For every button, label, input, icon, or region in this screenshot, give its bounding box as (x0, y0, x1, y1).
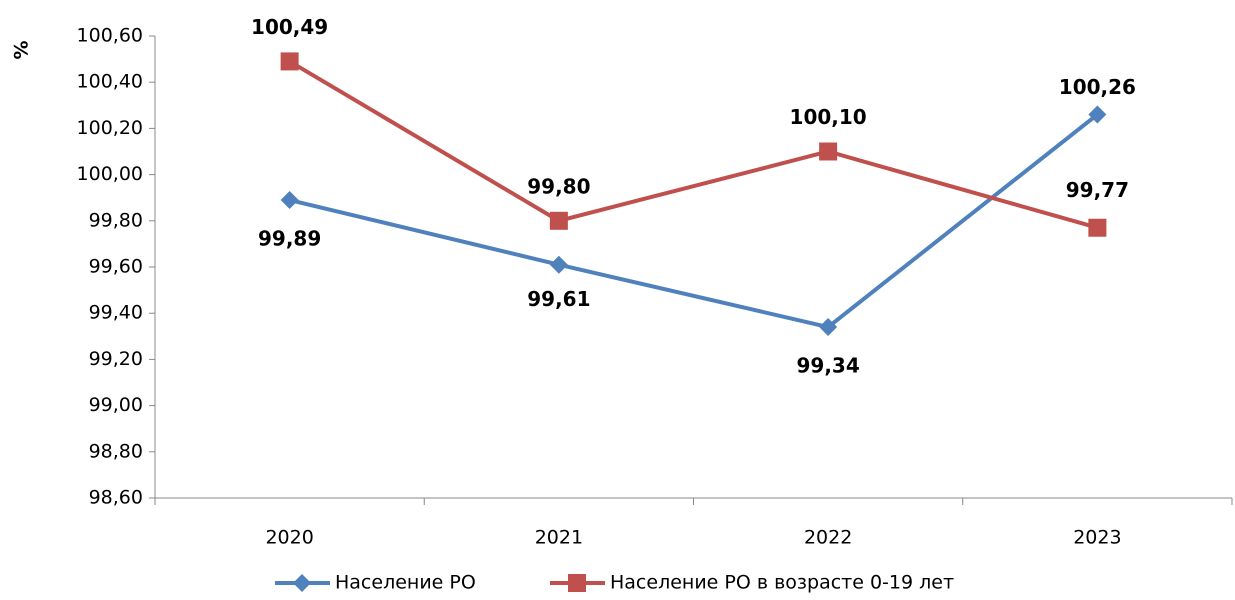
legend-marker (293, 574, 311, 592)
x-tick-label: 2020 (265, 527, 313, 549)
y-axis-label: % (11, 40, 33, 59)
legend-label: Население РО в возрасте 0-19 лет (610, 572, 954, 594)
point (819, 142, 838, 161)
y-tick-label: 100,60 (77, 25, 143, 47)
y-tick-label: 99,40 (89, 302, 143, 324)
y-tick-label: 98,80 (89, 440, 143, 462)
point (1088, 218, 1107, 237)
y-tick-label: 98,60 (89, 487, 143, 509)
y-tick-label: 99,60 (89, 256, 143, 278)
legend-label: Население РО (335, 572, 476, 594)
point (549, 255, 568, 274)
y-tick-label: 100,40 (77, 71, 143, 93)
series-line (289, 112, 1099, 330)
y-tick-label: 99,80 (89, 209, 143, 231)
x-tick-label: 2021 (535, 527, 583, 549)
point (1088, 105, 1107, 124)
legend-marker (568, 574, 586, 592)
point (280, 191, 299, 210)
point (280, 52, 299, 71)
point (549, 211, 568, 230)
value-label: 99,80 (527, 174, 590, 198)
value-label: 99,89 (258, 227, 321, 251)
y-tick-label: 99,00 (89, 394, 143, 416)
value-label: 100,10 (790, 105, 867, 129)
x-tick-label: 2022 (804, 527, 852, 549)
x-tick-label: 2023 (1073, 527, 1121, 549)
value-label: 99,61 (527, 287, 590, 311)
y-tick-label: 99,20 (89, 348, 143, 370)
series-line (288, 59, 1098, 230)
value-label: 100,26 (1059, 75, 1136, 99)
value-label: 99,34 (796, 354, 859, 378)
y-tick-label: 100,20 (77, 117, 143, 139)
value-label: 100,49 (251, 15, 328, 39)
y-tick-label: 100,00 (77, 163, 143, 185)
value-label: 99,77 (1066, 178, 1129, 202)
point (819, 318, 838, 337)
